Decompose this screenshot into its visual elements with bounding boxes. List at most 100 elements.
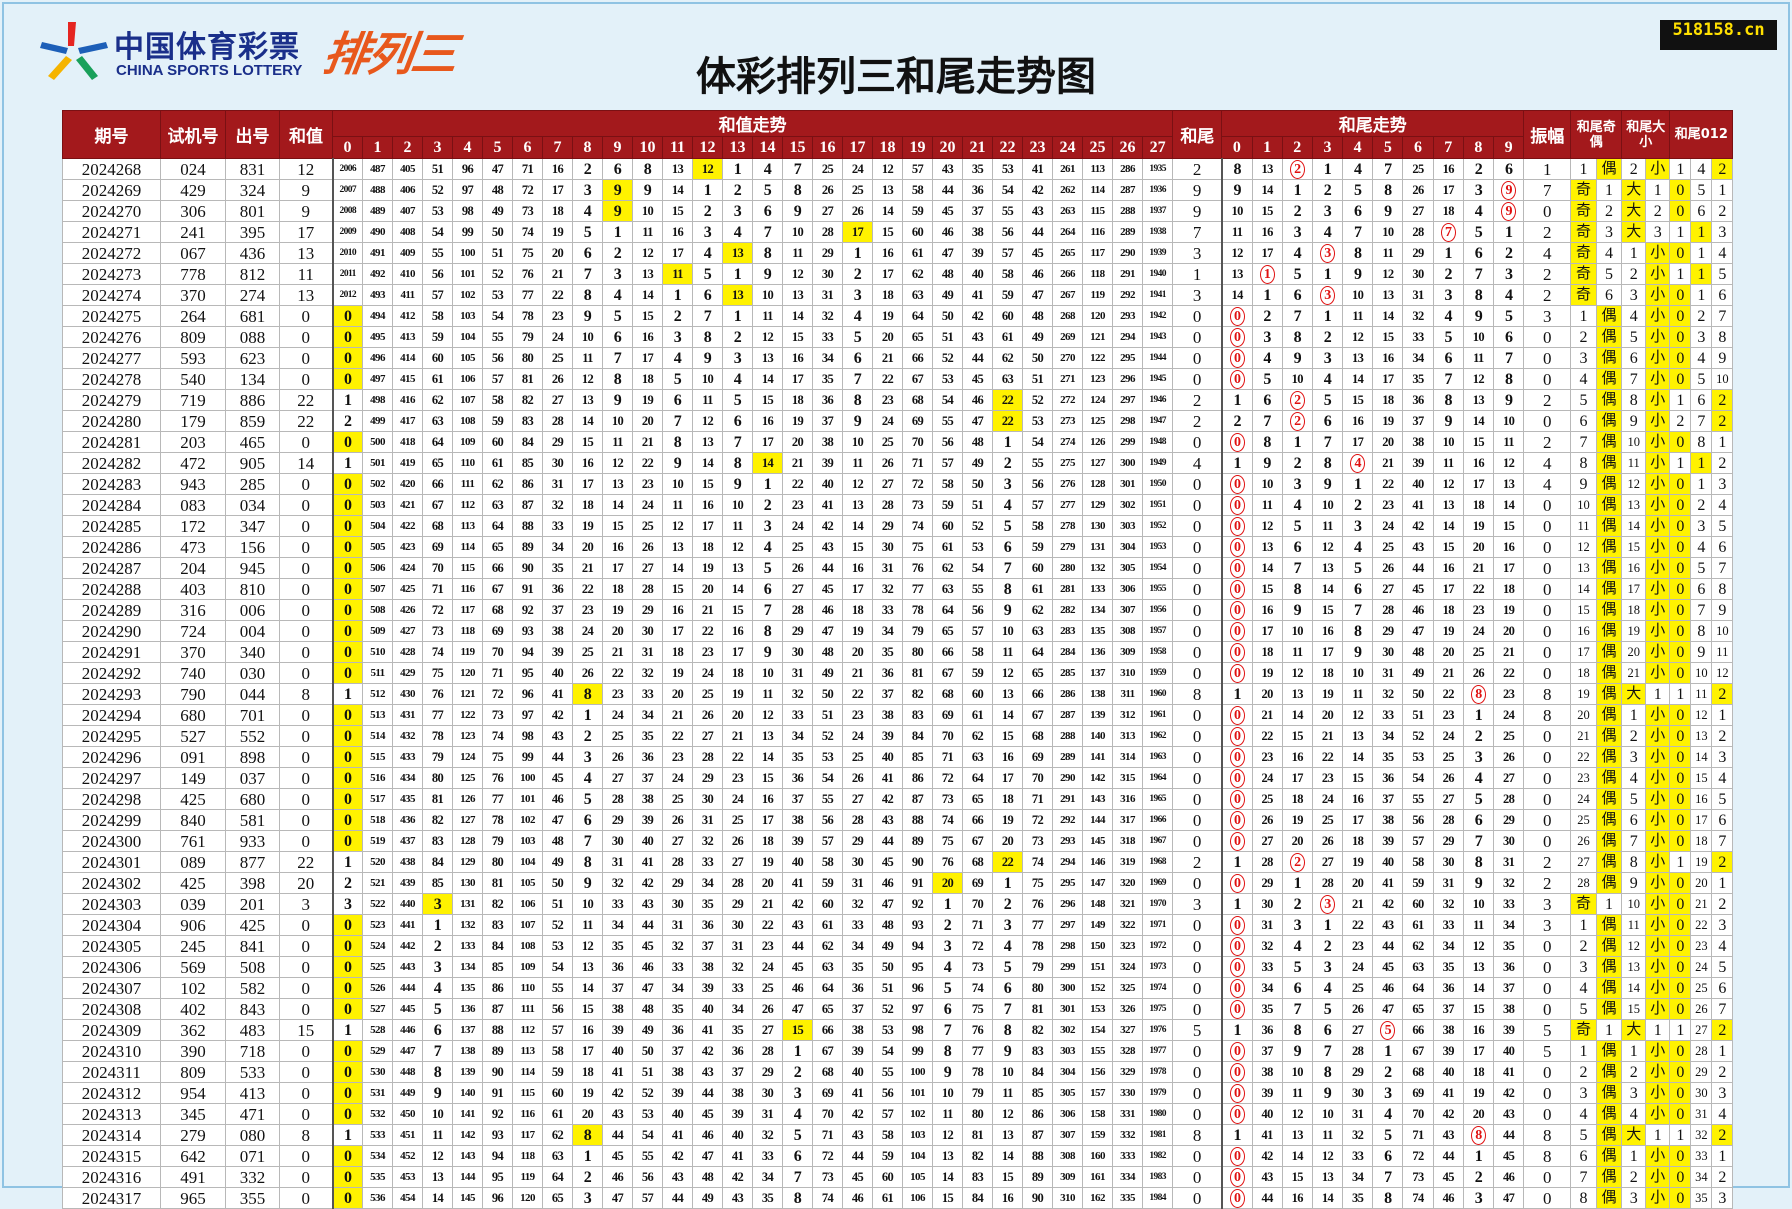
sum-trend-cell: 87	[512, 494, 543, 516]
sum-trend-cell: 1953	[1141, 536, 1174, 558]
sum-trend-cell: 0	[331, 704, 363, 726]
sum-trend-cell: 530	[362, 1061, 393, 1083]
sum-value: 0	[279, 305, 333, 327]
digit-header: 11	[662, 136, 693, 159]
logo-text: 中国体育彩票	[114, 30, 300, 65]
test-number: 172	[160, 515, 226, 537]
tail-trend-cell: 25	[1462, 641, 1495, 663]
tail-trend-cell: 43	[1492, 1103, 1525, 1125]
sum-trend-cell: 55	[962, 578, 993, 600]
sum-trend-cell: 43	[842, 1124, 873, 1146]
digit-header: 7	[542, 136, 573, 159]
test-number: 809	[160, 1061, 226, 1083]
sum-trend-cell: 301	[1052, 998, 1083, 1020]
sum-trend-cell: 311	[1112, 683, 1143, 705]
sum-trend-cell: 73	[812, 1166, 843, 1188]
sum-trend-cell: 1	[932, 893, 963, 915]
sum-trend-cell: 9	[602, 179, 633, 201]
sum-trend-cell: 35	[872, 641, 903, 663]
sum-trend-cell: 8	[572, 1124, 603, 1146]
table-row: 2024281 203 465 0 0 500 418 64 109 60 84 29 15 11 21 8 1…	[62, 431, 1734, 453]
sum-trend-cell: 4	[932, 956, 963, 978]
tail-trend-cell: 38	[1402, 431, 1434, 453]
big-small-cell: 2	[1621, 158, 1647, 180]
tail-trend-cell: 4	[1462, 767, 1495, 789]
sum-trend-cell: 124	[1082, 389, 1113, 411]
sum-trend-cell: 37	[662, 1040, 693, 1062]
sum-trend-cell: 31	[692, 809, 723, 831]
sum-trend-cell: 74	[902, 515, 933, 537]
tail-trend-cell: 62	[1402, 935, 1434, 957]
sum-trend-cell: 89	[512, 536, 543, 558]
sum-trend-cell: 62	[542, 1124, 573, 1146]
sum-trend-cell: 16	[782, 347, 813, 369]
sum-trend-cell: 326	[1112, 998, 1143, 1020]
tail-trend-cell: 11	[1251, 494, 1283, 516]
sum-trend-cell: 318	[1112, 830, 1143, 852]
sum-trend-cell: 45	[542, 767, 573, 789]
sum-trend-cell: 17	[842, 221, 873, 243]
tail-trend-cell: 39	[1372, 830, 1404, 852]
tail-trend-cell: 8	[1462, 284, 1495, 306]
sum-trend-cell: 60	[482, 431, 513, 453]
test-number: 091	[160, 746, 226, 768]
sum-trend-cell: 127	[1082, 452, 1113, 474]
test-number: 569	[160, 956, 226, 978]
odd-even-cell: 偶	[1595, 410, 1623, 432]
tail-trend-cell: 7	[1311, 431, 1344, 453]
sum-trend-cell: 504	[362, 515, 393, 537]
sum-trend-cell: 52	[962, 515, 993, 537]
tail-trend-cell: 6	[1311, 410, 1344, 432]
sum-trend-cell: 72	[1022, 809, 1053, 831]
sum-trend-cell: 1952	[1141, 515, 1174, 537]
sum-trend-cell: 1983	[1141, 1166, 1174, 1188]
draw-number: 623	[225, 347, 280, 369]
sum-trend-cell: 144	[1082, 809, 1113, 831]
mod3-cell: 1	[1711, 872, 1734, 894]
tail-trend-cell: 38	[1492, 998, 1525, 1020]
tail-trend-cell: 11	[1311, 1124, 1344, 1146]
sum-trend-cell: 48	[962, 431, 993, 453]
sum-trend-cell: 333	[1112, 1145, 1143, 1167]
tail-trend-cell: 32	[1342, 1124, 1374, 1146]
sum-trend-cell: 52	[632, 1082, 663, 1104]
sum-trend-cell: 406	[392, 179, 423, 201]
tail-trend-cell: 19	[1462, 1082, 1495, 1104]
period: 2024296	[62, 746, 161, 768]
mod3-cell: 0	[1669, 557, 1692, 579]
tail-trend-cell: 20	[1311, 704, 1344, 726]
tail-value: 4	[1172, 452, 1223, 474]
odd-even-cell: 2	[1570, 935, 1597, 957]
tail-trend-cell: 20	[1251, 683, 1283, 705]
amplitude: 0	[1523, 977, 1572, 999]
odd-even-cell: 偶	[1595, 515, 1623, 537]
sum-trend-cell: 24	[602, 704, 633, 726]
odd-even-cell: 7	[1570, 1166, 1597, 1188]
table-row: 2024300 761 933 0 0 519 437 83 128 79 103 48 7 30 40 27…	[62, 830, 1734, 852]
tail-trend-cell: 16	[1432, 557, 1464, 579]
sum-trend-cell: 450	[392, 1103, 423, 1125]
odd-even-cell: 1	[1570, 158, 1597, 180]
tail-hit: 8	[1470, 1126, 1486, 1145]
sum-trend-cell: 35	[842, 956, 873, 978]
sum-trend-cell: 523	[362, 914, 393, 936]
tail-trend-cell: 22	[1492, 662, 1525, 684]
sum-trend-cell: 3	[722, 200, 753, 222]
sum-trend-cell: 18	[752, 830, 783, 852]
tail-hit: 0	[1229, 307, 1245, 326]
sum-trend-cell: 11	[632, 221, 663, 243]
tail-trend-cell: 25	[1342, 977, 1374, 999]
sum-trend-cell: 272	[1052, 389, 1083, 411]
sum-trend-cell: 507	[362, 578, 393, 600]
tail-trend-cell: 16	[1432, 158, 1464, 180]
sum-trend-cell: 497	[362, 368, 393, 390]
tail-trend-cell: 0	[1220, 1166, 1253, 1188]
tail-trend-cell: 45	[1432, 1166, 1464, 1188]
sum-trend-cell: 98	[512, 725, 543, 747]
period: 2024306	[62, 956, 161, 978]
sum-trend-cell: 5	[752, 179, 783, 201]
sum-trend-cell: 156	[1082, 1061, 1113, 1083]
sum-trend-cell: 1973	[1141, 956, 1174, 978]
sum-trend-cell: 3	[662, 326, 693, 348]
sum-trend-cell: 62	[812, 935, 843, 957]
